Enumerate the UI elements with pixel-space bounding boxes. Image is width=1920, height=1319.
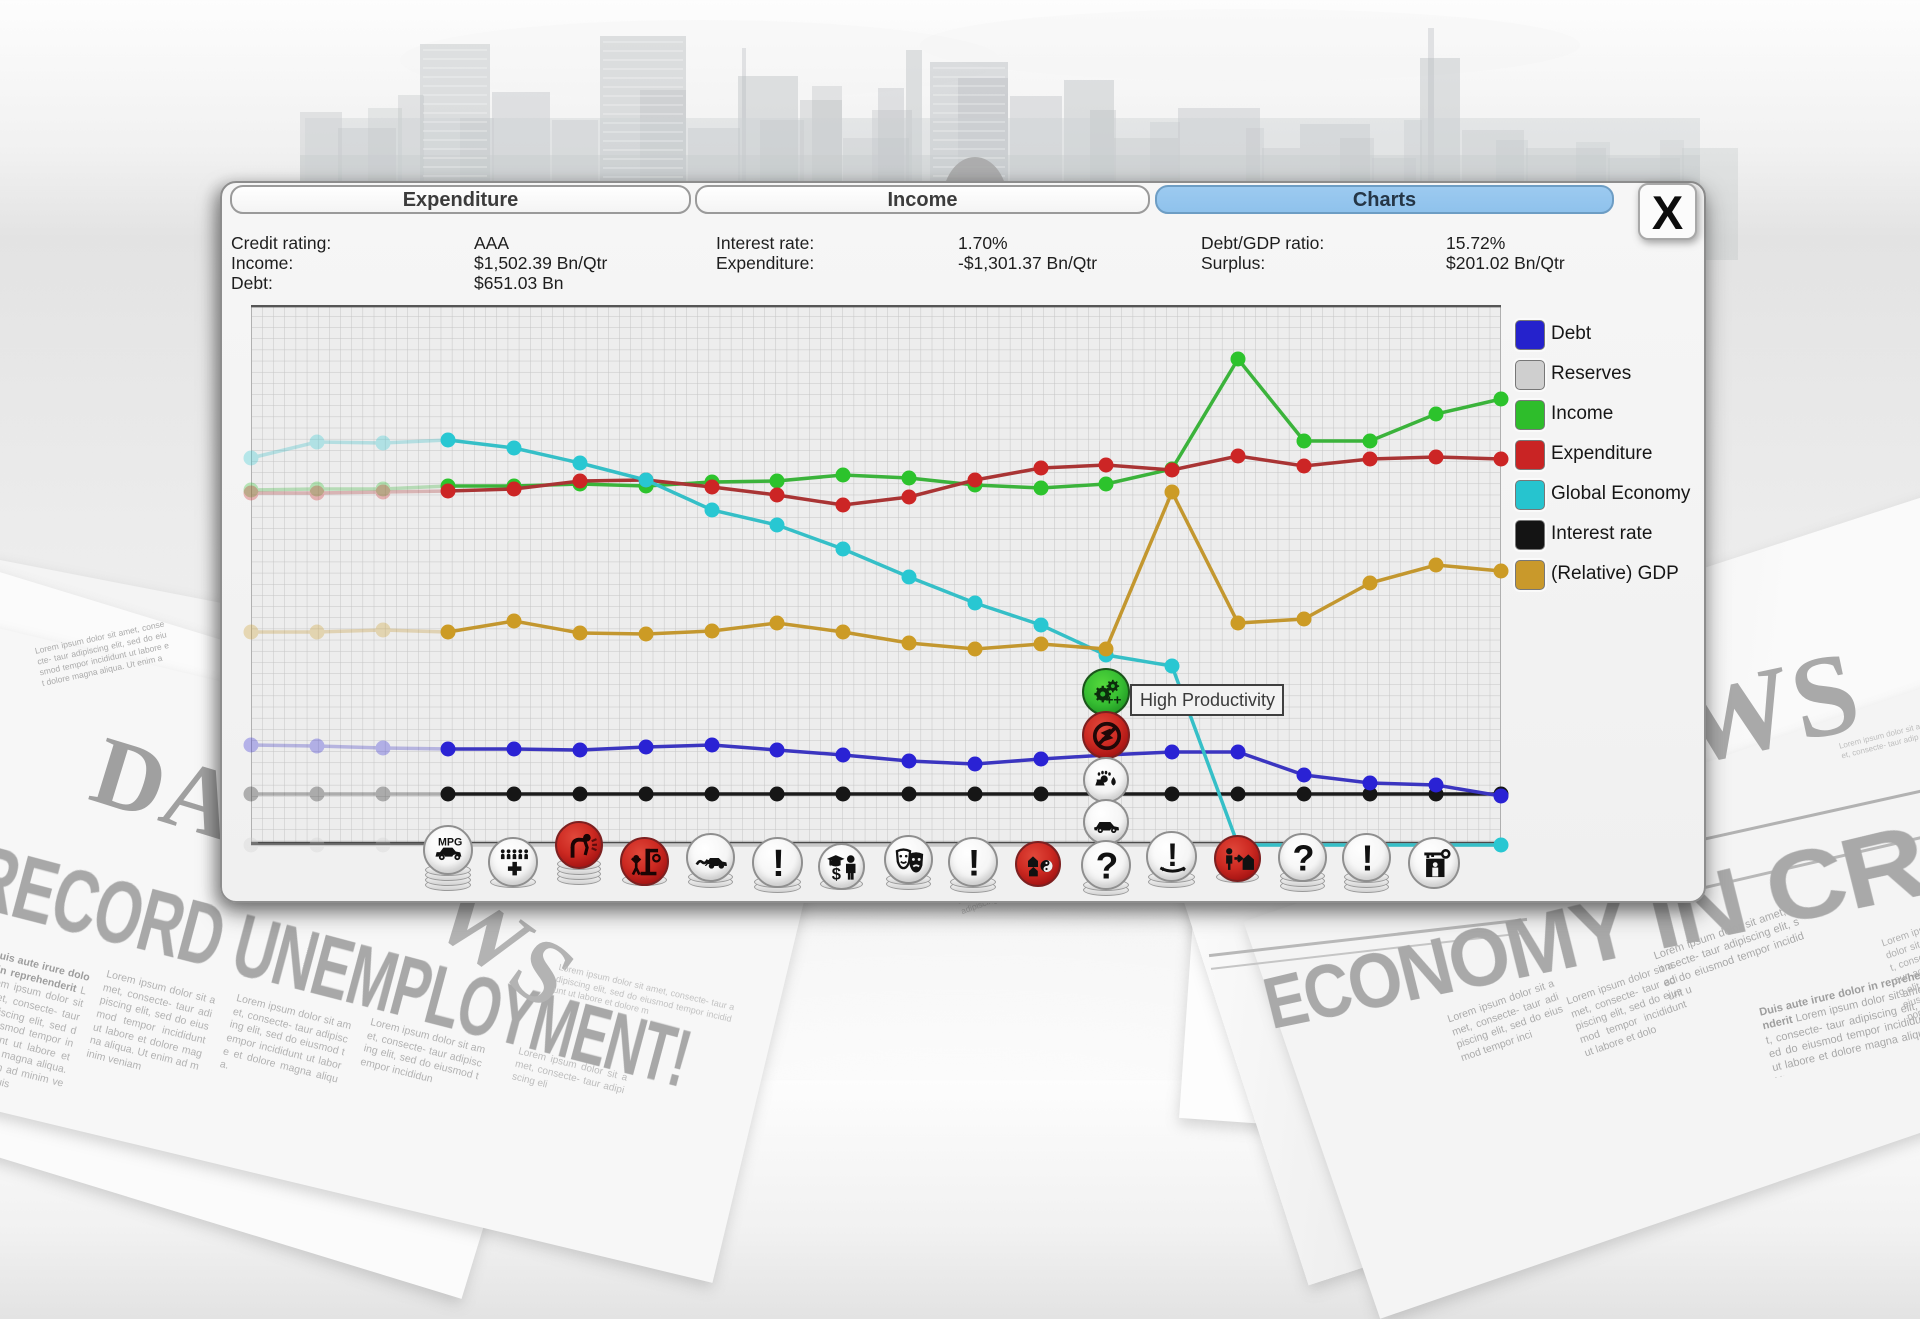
svg-text:?: ?	[1292, 841, 1314, 876]
svg-text:!: !	[1361, 841, 1373, 876]
svg-text:?: ?	[1096, 848, 1119, 884]
svg-text:$: $	[832, 865, 841, 883]
svg-text:!: !	[772, 845, 785, 882]
svg-text:MPG: MPG	[438, 836, 462, 848]
svg-text:!: !	[1167, 839, 1178, 873]
svg-text:!: !	[968, 845, 980, 881]
svg-text:++: ++	[1105, 692, 1121, 708]
